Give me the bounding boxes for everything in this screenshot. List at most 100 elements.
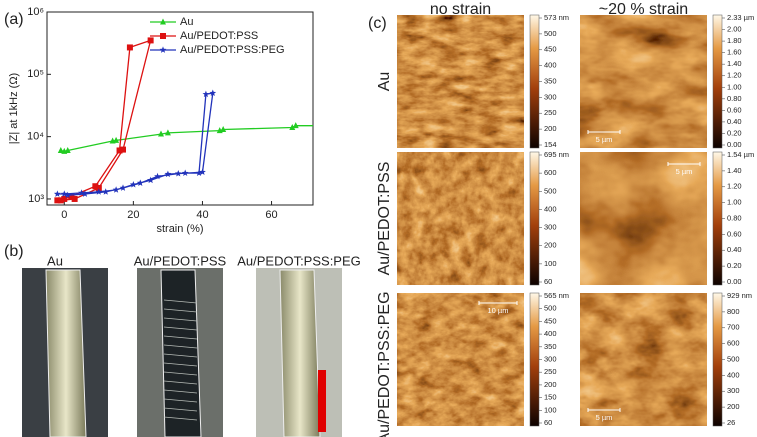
colorbar-label: 2.33 µm — [727, 13, 754, 22]
marker — [164, 129, 171, 136]
colorbar-label: 100 — [544, 259, 557, 268]
colorbar-label: 400 — [727, 370, 740, 379]
x-tick-label: 60 — [265, 209, 277, 221]
crack — [163, 371, 198, 376]
marker — [174, 170, 182, 177]
legend-label: Au/PEDOT:PSS:PEG — [180, 44, 285, 56]
scale-bar — [587, 408, 621, 412]
marker — [147, 37, 154, 44]
x-tick-label: 0 — [61, 209, 67, 221]
marker — [60, 190, 68, 197]
marker — [112, 186, 120, 193]
colorbar-label: 60 — [544, 277, 552, 286]
colorbar — [712, 151, 723, 286]
colorbar-label: 350 — [544, 342, 557, 351]
colorbar-label: 1.40 — [727, 59, 742, 68]
panel-label: (b) — [4, 243, 24, 260]
colorbar — [529, 292, 540, 427]
y-axis-label: |Z| at 1kHz (Ω) — [8, 73, 20, 144]
y-tick-label: 10⁴ — [27, 131, 44, 143]
colorbar-label: 150 — [544, 393, 557, 402]
sample-strip — [45, 269, 87, 437]
crack — [163, 389, 198, 394]
crack — [163, 362, 198, 367]
marker — [136, 179, 144, 186]
colorbar-label: 2.00 — [727, 25, 742, 34]
column-header: no strain — [430, 1, 491, 18]
legend-label: Au/PEDOT:PSS — [180, 30, 258, 42]
marker — [113, 136, 120, 143]
scale-bar-label: 5 µm — [596, 135, 613, 144]
colorbar-label: 500 — [727, 354, 740, 363]
colorbar — [529, 151, 540, 286]
colorbar-label: 1.80 — [727, 36, 742, 45]
colorbar-label: 300 — [544, 92, 557, 101]
colorbar-label: 800 — [727, 307, 740, 316]
panel-label: (a) — [4, 11, 24, 28]
colorbar-label: 0.80 — [727, 94, 742, 103]
sample-strip — [279, 269, 321, 437]
marker — [57, 146, 64, 153]
colorbar-label: 0.60 — [727, 105, 742, 114]
colorbar-label: 0.60 — [727, 229, 742, 238]
colorbar-label: 350 — [544, 76, 557, 85]
colorbar-label: 573 nm — [544, 13, 569, 22]
marker — [202, 90, 210, 98]
row-label: Au/PEDOT:PSS:PEG — [376, 291, 393, 437]
colorbar-label: 600 — [544, 168, 557, 177]
panel-label: (c) — [368, 15, 387, 32]
x-tick-label: 40 — [196, 209, 208, 221]
marker — [120, 146, 126, 153]
colorbar-label: 0.40 — [727, 117, 742, 126]
marker — [160, 18, 166, 25]
marker — [158, 130, 164, 137]
series-line — [57, 92, 214, 196]
colorbar-label: 500 — [544, 186, 557, 195]
y-tick-label: 10⁵ — [27, 68, 44, 80]
afm-image — [580, 15, 707, 148]
colorbar-label: 0.20 — [727, 261, 742, 270]
colorbar-label: 0.00 — [727, 140, 742, 149]
y-tick-label: 10³ — [28, 193, 44, 205]
colorbar-label: 1.20 — [727, 71, 742, 80]
marker — [95, 184, 102, 191]
marker — [147, 176, 155, 184]
afm-image — [397, 152, 524, 285]
colorbar-label: 250 — [544, 108, 557, 117]
colorbar-label: 200 — [544, 124, 557, 133]
marker — [181, 169, 189, 176]
colorbar-label: 300 — [544, 354, 557, 363]
colorbar-label: 400 — [544, 61, 557, 70]
marker — [102, 188, 110, 195]
colorbar-label: 565 nm — [544, 291, 569, 300]
crack — [163, 326, 198, 331]
marker — [209, 89, 217, 96]
colorbar-label: 400 — [544, 329, 557, 338]
row-label: Au — [376, 72, 393, 92]
afm-image — [580, 293, 707, 426]
colorbar-label: 600 — [727, 339, 740, 348]
afm-image — [580, 152, 707, 285]
colorbar — [529, 14, 540, 149]
marker — [195, 169, 203, 176]
colorbar-label: 1.00 — [727, 82, 742, 91]
marker — [95, 188, 103, 195]
photo-caption: Au/PEDOT:PSS — [134, 253, 227, 268]
crack — [163, 299, 198, 304]
crack — [163, 335, 198, 340]
colorbar-label: 300 — [727, 386, 740, 395]
marker — [64, 146, 71, 153]
marker — [292, 122, 299, 129]
colorbar-label: 0.20 — [727, 128, 742, 137]
marker — [71, 195, 78, 202]
marker — [57, 197, 64, 204]
scale-bar-label: 5 µm — [676, 167, 693, 176]
series-line — [57, 39, 152, 201]
y-tick-label: 10⁶ — [27, 6, 44, 18]
crack — [163, 308, 198, 313]
series-line — [60, 125, 313, 153]
scale-bar-label: 10 µm — [488, 306, 509, 315]
marker — [154, 172, 161, 180]
colorbar-label: 1.20 — [727, 182, 742, 191]
